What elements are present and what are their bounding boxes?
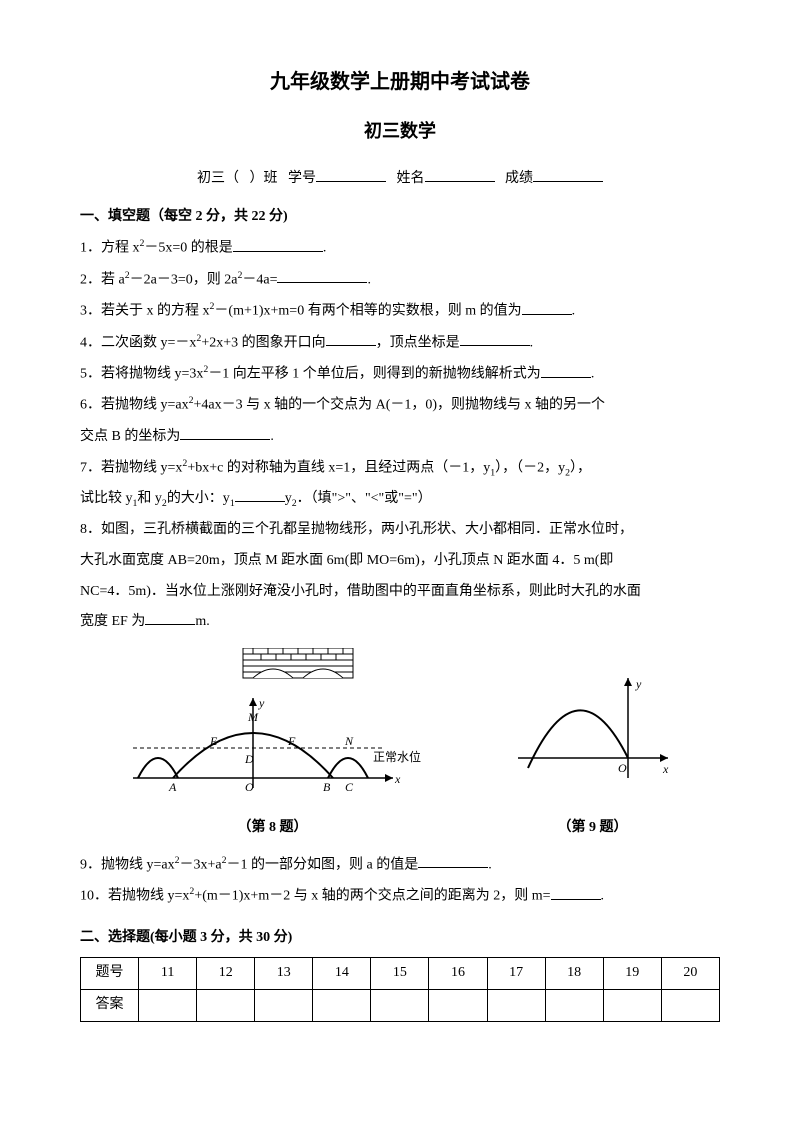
svg-text:D: D	[244, 752, 254, 766]
answer-cell[interactable]	[139, 990, 197, 1022]
q4-blank1[interactable]	[326, 332, 376, 346]
id-blank[interactable]	[316, 168, 386, 182]
parabola-diagram: O x y	[508, 668, 678, 798]
name-blank[interactable]	[425, 168, 495, 182]
figure-9: O x y （第 9 题）	[508, 668, 678, 844]
answer-cell[interactable]	[429, 990, 487, 1022]
svg-text:E: E	[209, 734, 218, 748]
table-header-cell: 18	[545, 958, 603, 990]
q3-blank[interactable]	[522, 301, 572, 315]
table-header-cell: 16	[429, 958, 487, 990]
question-2: 2．若 a2－2a－3=0，则 2a2－4a=.	[80, 265, 720, 296]
answer-cell[interactable]	[661, 990, 719, 1022]
figure-8: M E F N D A O B C x y 正常水位 （第 8 题）	[123, 648, 423, 844]
svg-text:y: y	[635, 677, 642, 691]
table-header-cell: 13	[255, 958, 313, 990]
main-title: 九年级数学上册期中考试试卷	[80, 60, 720, 104]
table-row: 题号 11 12 13 14 15 16 17 18 19 20	[81, 958, 720, 990]
table-header-cell: 题号	[81, 958, 139, 990]
question-3: 3．若关于 x 的方程 x2－(m+1)x+m=0 有两个相等的实数根，则 m …	[80, 296, 720, 327]
answer-cell[interactable]	[255, 990, 313, 1022]
answer-cell[interactable]	[603, 990, 661, 1022]
svg-text:C: C	[345, 780, 354, 794]
table-header-cell: 20	[661, 958, 719, 990]
id-label: 学号	[288, 171, 316, 186]
table-header-cell: 14	[313, 958, 371, 990]
question-4: 4．二次函数 y=－x2+2x+3 的图象开口向，顶点坐标是.	[80, 328, 720, 359]
answer-cell[interactable]	[371, 990, 429, 1022]
answer-cell[interactable]	[487, 990, 545, 1022]
answer-cell[interactable]	[313, 990, 371, 1022]
figure-9-caption: （第 9 题）	[508, 813, 678, 844]
q8-blank[interactable]	[145, 611, 195, 625]
answer-table: 题号 11 12 13 14 15 16 17 18 19 20 答案	[80, 957, 720, 1022]
svg-text:x: x	[394, 772, 401, 786]
bridge-diagram: M E F N D A O B C x y 正常水位	[123, 648, 423, 798]
table-row: 答案	[81, 990, 720, 1022]
question-8: 8．如图，三孔桥横截面的三个孔都呈抛物线形，两小孔形状、大小都相同．正常水位时，…	[80, 515, 720, 638]
table-header-cell: 11	[139, 958, 197, 990]
question-5: 5．若将抛物线 y=3x2－1 向左平移 1 个单位后，则得到的新抛物线解析式为…	[80, 359, 720, 390]
answer-cell[interactable]	[545, 990, 603, 1022]
q9-blank[interactable]	[418, 854, 488, 868]
svg-text:正常水位: 正常水位	[373, 749, 421, 764]
svg-text:O: O	[245, 780, 254, 794]
table-header-cell: 17	[487, 958, 545, 990]
class-prefix: 初三（	[197, 171, 239, 186]
student-info-line: 初三（ ）班 学号 姓名 成绩	[80, 164, 720, 195]
svg-text:x: x	[662, 762, 669, 776]
question-7: 7．若抛物线 y=x2+bx+c 的对称轴为直线 x=1，且经过两点（－1，y1…	[80, 453, 720, 515]
svg-text:y: y	[258, 696, 265, 710]
q5-blank[interactable]	[541, 364, 591, 378]
svg-text:F: F	[287, 734, 296, 748]
table-header-cell: 12	[197, 958, 255, 990]
question-6: 6．若抛物线 y=ax2+4ax－3 与 x 轴的一个交点为 A(－1，0)，则…	[80, 390, 720, 452]
q2-blank[interactable]	[277, 269, 367, 283]
subtitle: 初三数学	[80, 112, 720, 152]
q7-blank[interactable]	[235, 488, 285, 502]
svg-text:B: B	[323, 780, 331, 794]
section-2-title: 二、选择题(每小题 3 分，共 30 分)	[80, 923, 720, 954]
svg-text:A: A	[168, 780, 177, 794]
score-blank[interactable]	[533, 168, 603, 182]
q1-blank[interactable]	[233, 238, 323, 252]
score-label: 成绩	[505, 171, 533, 186]
question-1: 1．方程 x2－5x=0 的根是.	[80, 233, 720, 264]
answer-cell[interactable]	[197, 990, 255, 1022]
name-label: 姓名	[397, 171, 425, 186]
q4-blank2[interactable]	[460, 332, 530, 346]
svg-text:M: M	[247, 710, 259, 724]
class-suffix: ）班	[250, 171, 278, 186]
question-10: 10．若抛物线 y=x2+(m－1)x+m－2 与 x 轴的两个交点之间的距离为…	[80, 881, 720, 912]
svg-text:N: N	[344, 734, 354, 748]
q10-blank[interactable]	[551, 886, 601, 900]
q6-blank[interactable]	[180, 426, 270, 440]
table-answer-label: 答案	[81, 990, 139, 1022]
svg-text:O: O	[618, 761, 627, 775]
figures-row: M E F N D A O B C x y 正常水位 （第 8 题） O	[80, 648, 720, 844]
table-header-cell: 19	[603, 958, 661, 990]
question-9: 9．抛物线 y=ax2－3x+a2－1 的一部分如图，则 a 的值是.	[80, 850, 720, 881]
figure-8-caption: （第 8 题）	[123, 813, 423, 844]
table-header-cell: 15	[371, 958, 429, 990]
section-1-title: 一、填空题（每空 2 分，共 22 分)	[80, 202, 720, 233]
